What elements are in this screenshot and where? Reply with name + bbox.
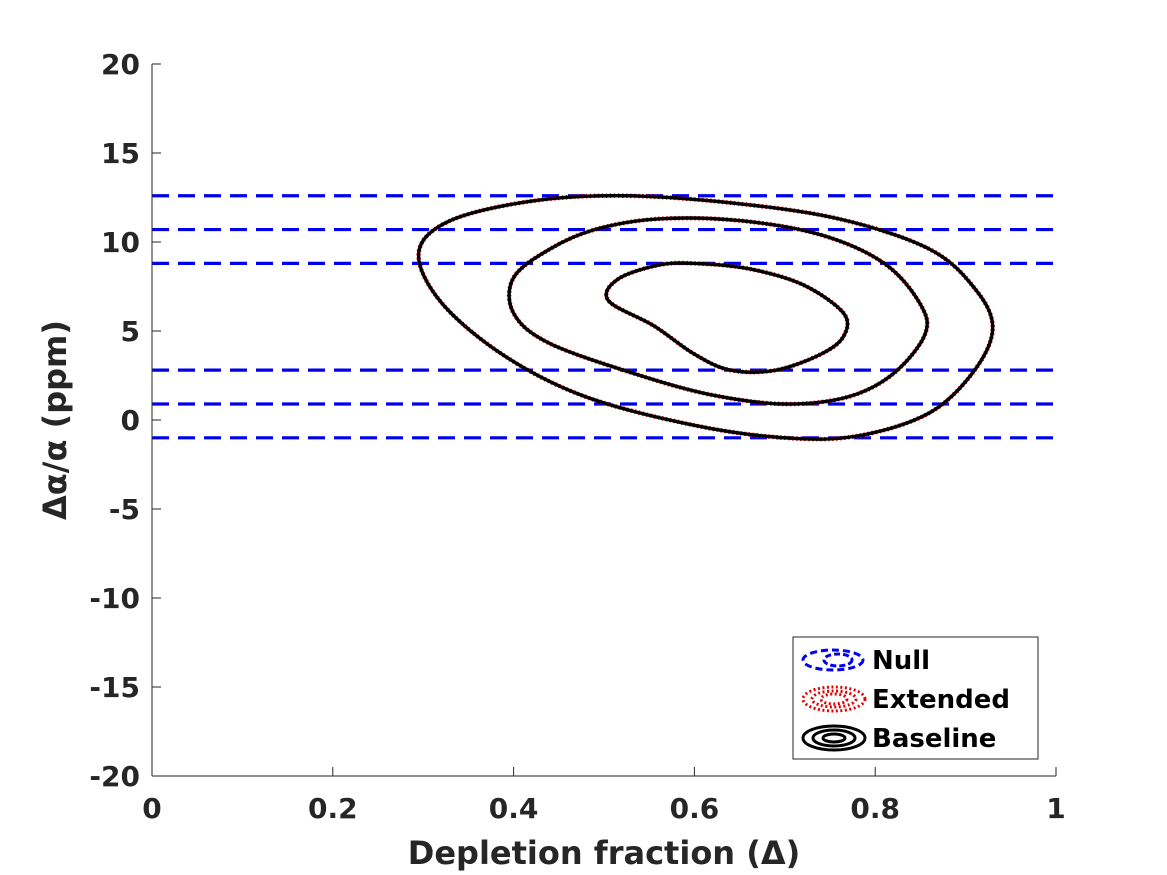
y-tick-label: -15: [89, 671, 140, 704]
legend-entry-extended: Extended: [872, 685, 1010, 715]
baseline-contour-outer: [416, 193, 995, 441]
legend: Null Extended Baseline: [792, 636, 1039, 760]
x-tick-label: 0.6: [670, 792, 720, 825]
legend-entry-null: Null: [872, 646, 930, 676]
x-tick-label: 0.4: [489, 792, 539, 825]
series-layer: [152, 193, 1056, 442]
y-tick-label: 0: [121, 404, 140, 437]
legend-swatch-null: [801, 648, 865, 672]
legend-box: [792, 636, 1039, 760]
x-axis-label: Depletion fraction (Δ): [408, 834, 800, 872]
x-tick-label: 0: [142, 792, 161, 825]
x-tick-label: 0.2: [308, 792, 358, 825]
y-tick-label: 10: [101, 226, 140, 259]
y-axis-label: Δα/α (ppm): [36, 320, 74, 520]
baseline-contour-inner: [604, 261, 850, 374]
x-tick-label: 1: [1046, 792, 1065, 825]
legend-entry-baseline: Baseline: [872, 724, 996, 754]
y-tick-label: -10: [89, 582, 140, 615]
axes: [151, 63, 1057, 777]
legend-swatches: [801, 648, 867, 752]
y-tick-label: -5: [109, 493, 140, 526]
tick-labels: 0 0.2 0.4 0.6 0.8 1 20 15 10 5 0 -5 -10 -15 -20: [89, 48, 1065, 825]
y-tick-label: -20: [89, 760, 140, 793]
y-tick-label: 15: [101, 137, 140, 170]
baseline-contour-middle: [507, 216, 929, 406]
y-tick-label: 20: [101, 48, 140, 81]
y-tick-label: 5: [121, 315, 140, 348]
legend-swatch-extended: [801, 685, 867, 713]
legend-swatch-baseline: [801, 724, 867, 752]
x-tick-label: 0.8: [850, 792, 900, 825]
